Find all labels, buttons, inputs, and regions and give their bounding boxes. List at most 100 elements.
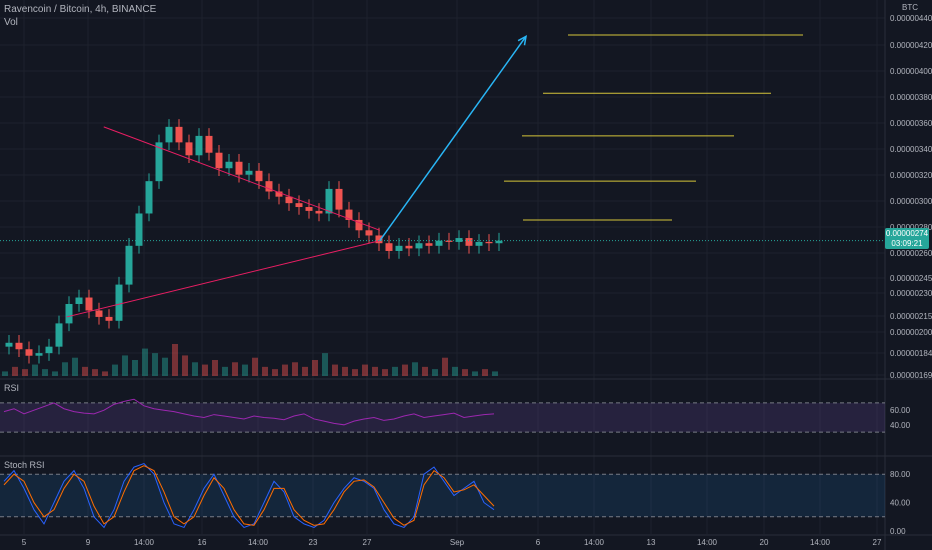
price-tick-label: 0.00000420 <box>890 41 932 50</box>
volume-bar <box>232 362 238 376</box>
triangle-lower-trendline <box>66 240 380 318</box>
candle-body <box>85 297 93 311</box>
candle-body <box>405 245 413 249</box>
candle-body <box>225 161 233 169</box>
volume-bar <box>272 369 278 376</box>
volume-bar <box>322 353 328 376</box>
candle-body <box>425 243 433 246</box>
volume-bar <box>382 369 388 376</box>
last-price-value: 0.00000274 <box>885 229 929 238</box>
time-tick-label: Sep <box>450 538 465 547</box>
volume-bar <box>182 355 188 376</box>
rsi-tick-label: 60.00 <box>890 406 911 415</box>
volume-bar <box>352 369 358 376</box>
volume-bar <box>482 369 488 376</box>
volume-bar <box>332 364 338 376</box>
volume-bar <box>392 366 398 376</box>
volume-bar <box>132 360 138 376</box>
candle-body <box>495 240 503 244</box>
projection-arrow-line <box>379 35 527 242</box>
price-tick-label: 0.00000245 <box>890 274 932 283</box>
volume-bar <box>172 344 178 376</box>
volume-bar <box>302 366 308 376</box>
volume-bar <box>2 371 8 376</box>
candle-body <box>445 240 453 242</box>
candle-body <box>205 135 213 153</box>
rsi-tick-label: 40.00 <box>890 421 911 430</box>
rsi-line <box>3 398 495 426</box>
price-tick-label: 0.00000320 <box>890 171 932 180</box>
candle-body <box>175 126 183 143</box>
price-tick-label: 0.00000340 <box>890 145 932 154</box>
candle-body <box>5 342 13 347</box>
candle-body <box>105 316 113 321</box>
volume-bar <box>32 364 38 376</box>
candle-body <box>365 230 373 236</box>
candle-body <box>385 243 393 251</box>
volume-bar <box>442 357 448 376</box>
time-tick-label: 5 <box>22 538 27 547</box>
currency-label: BTC <box>902 3 918 12</box>
last-price-badge: 0.00000274 03:09:21 <box>885 228 929 249</box>
volume-bar <box>372 366 378 376</box>
candle-body <box>475 241 483 246</box>
candle-body <box>455 238 463 242</box>
price-tick-label: 0.00000260 <box>890 249 932 258</box>
symbol-title[interactable]: Ravencoin / Bitcoin, 4h, BINANCE <box>4 4 157 15</box>
time-tick-label: 14:00 <box>584 538 605 547</box>
candle-body <box>335 188 343 210</box>
price-tick-label: 0.00000360 <box>890 119 932 128</box>
volume-bar <box>262 366 268 376</box>
time-tick-label: 27 <box>363 538 372 547</box>
volume-bar <box>422 366 428 376</box>
volume-bar <box>62 362 68 376</box>
volume-bar <box>162 357 168 376</box>
volume-bar <box>202 364 208 376</box>
candle-body <box>325 188 333 214</box>
stoch-tick-label: 40.00 <box>890 499 911 508</box>
volume-bar <box>492 371 498 376</box>
volume-bar <box>122 355 128 376</box>
candle-body <box>345 209 353 220</box>
countdown-value: 03:09:21 <box>891 239 923 248</box>
volume-bar <box>432 369 438 376</box>
price-tick-label: 0.00000200 <box>890 328 932 337</box>
price-tick-label: 0.00000380 <box>890 93 932 102</box>
price-tick-label: 0.00000400 <box>890 67 932 76</box>
volume-bar <box>252 357 258 376</box>
candle-body <box>285 196 293 204</box>
stoch-d-line <box>3 465 495 526</box>
time-tick-label: 16 <box>198 538 207 547</box>
candle-body <box>235 161 243 175</box>
candle-body <box>75 297 83 304</box>
volume-bar <box>112 364 118 376</box>
projection-arrowhead <box>517 34 528 46</box>
stoch-rsi-label: Stoch RSI <box>4 460 45 470</box>
time-tick-label: 23 <box>309 538 318 547</box>
volume-bar <box>342 366 348 376</box>
candle-body <box>275 191 283 197</box>
candle-body <box>45 346 53 354</box>
candle-body <box>245 170 253 175</box>
candle-body <box>395 245 403 251</box>
candle-body <box>355 219 363 231</box>
candle-body <box>125 245 133 285</box>
rsi-label: RSI <box>4 383 19 393</box>
candle-body <box>145 181 153 214</box>
rsi-band-fill <box>0 402 885 433</box>
volume-label[interactable]: Vol <box>4 17 18 28</box>
volume-bar <box>282 364 288 376</box>
price-tick-label: 0.00000440 <box>890 14 932 23</box>
volume-bar <box>42 369 48 376</box>
candle-body <box>415 243 423 249</box>
volume-bar <box>92 369 98 376</box>
volume-bar <box>452 366 458 376</box>
candle-body <box>485 241 493 244</box>
candle-body <box>95 310 103 317</box>
volume-bar <box>292 362 298 376</box>
volume-bar <box>152 353 158 376</box>
volume-bar <box>462 369 468 376</box>
price-tick-label: 0.00000215 <box>890 312 932 321</box>
